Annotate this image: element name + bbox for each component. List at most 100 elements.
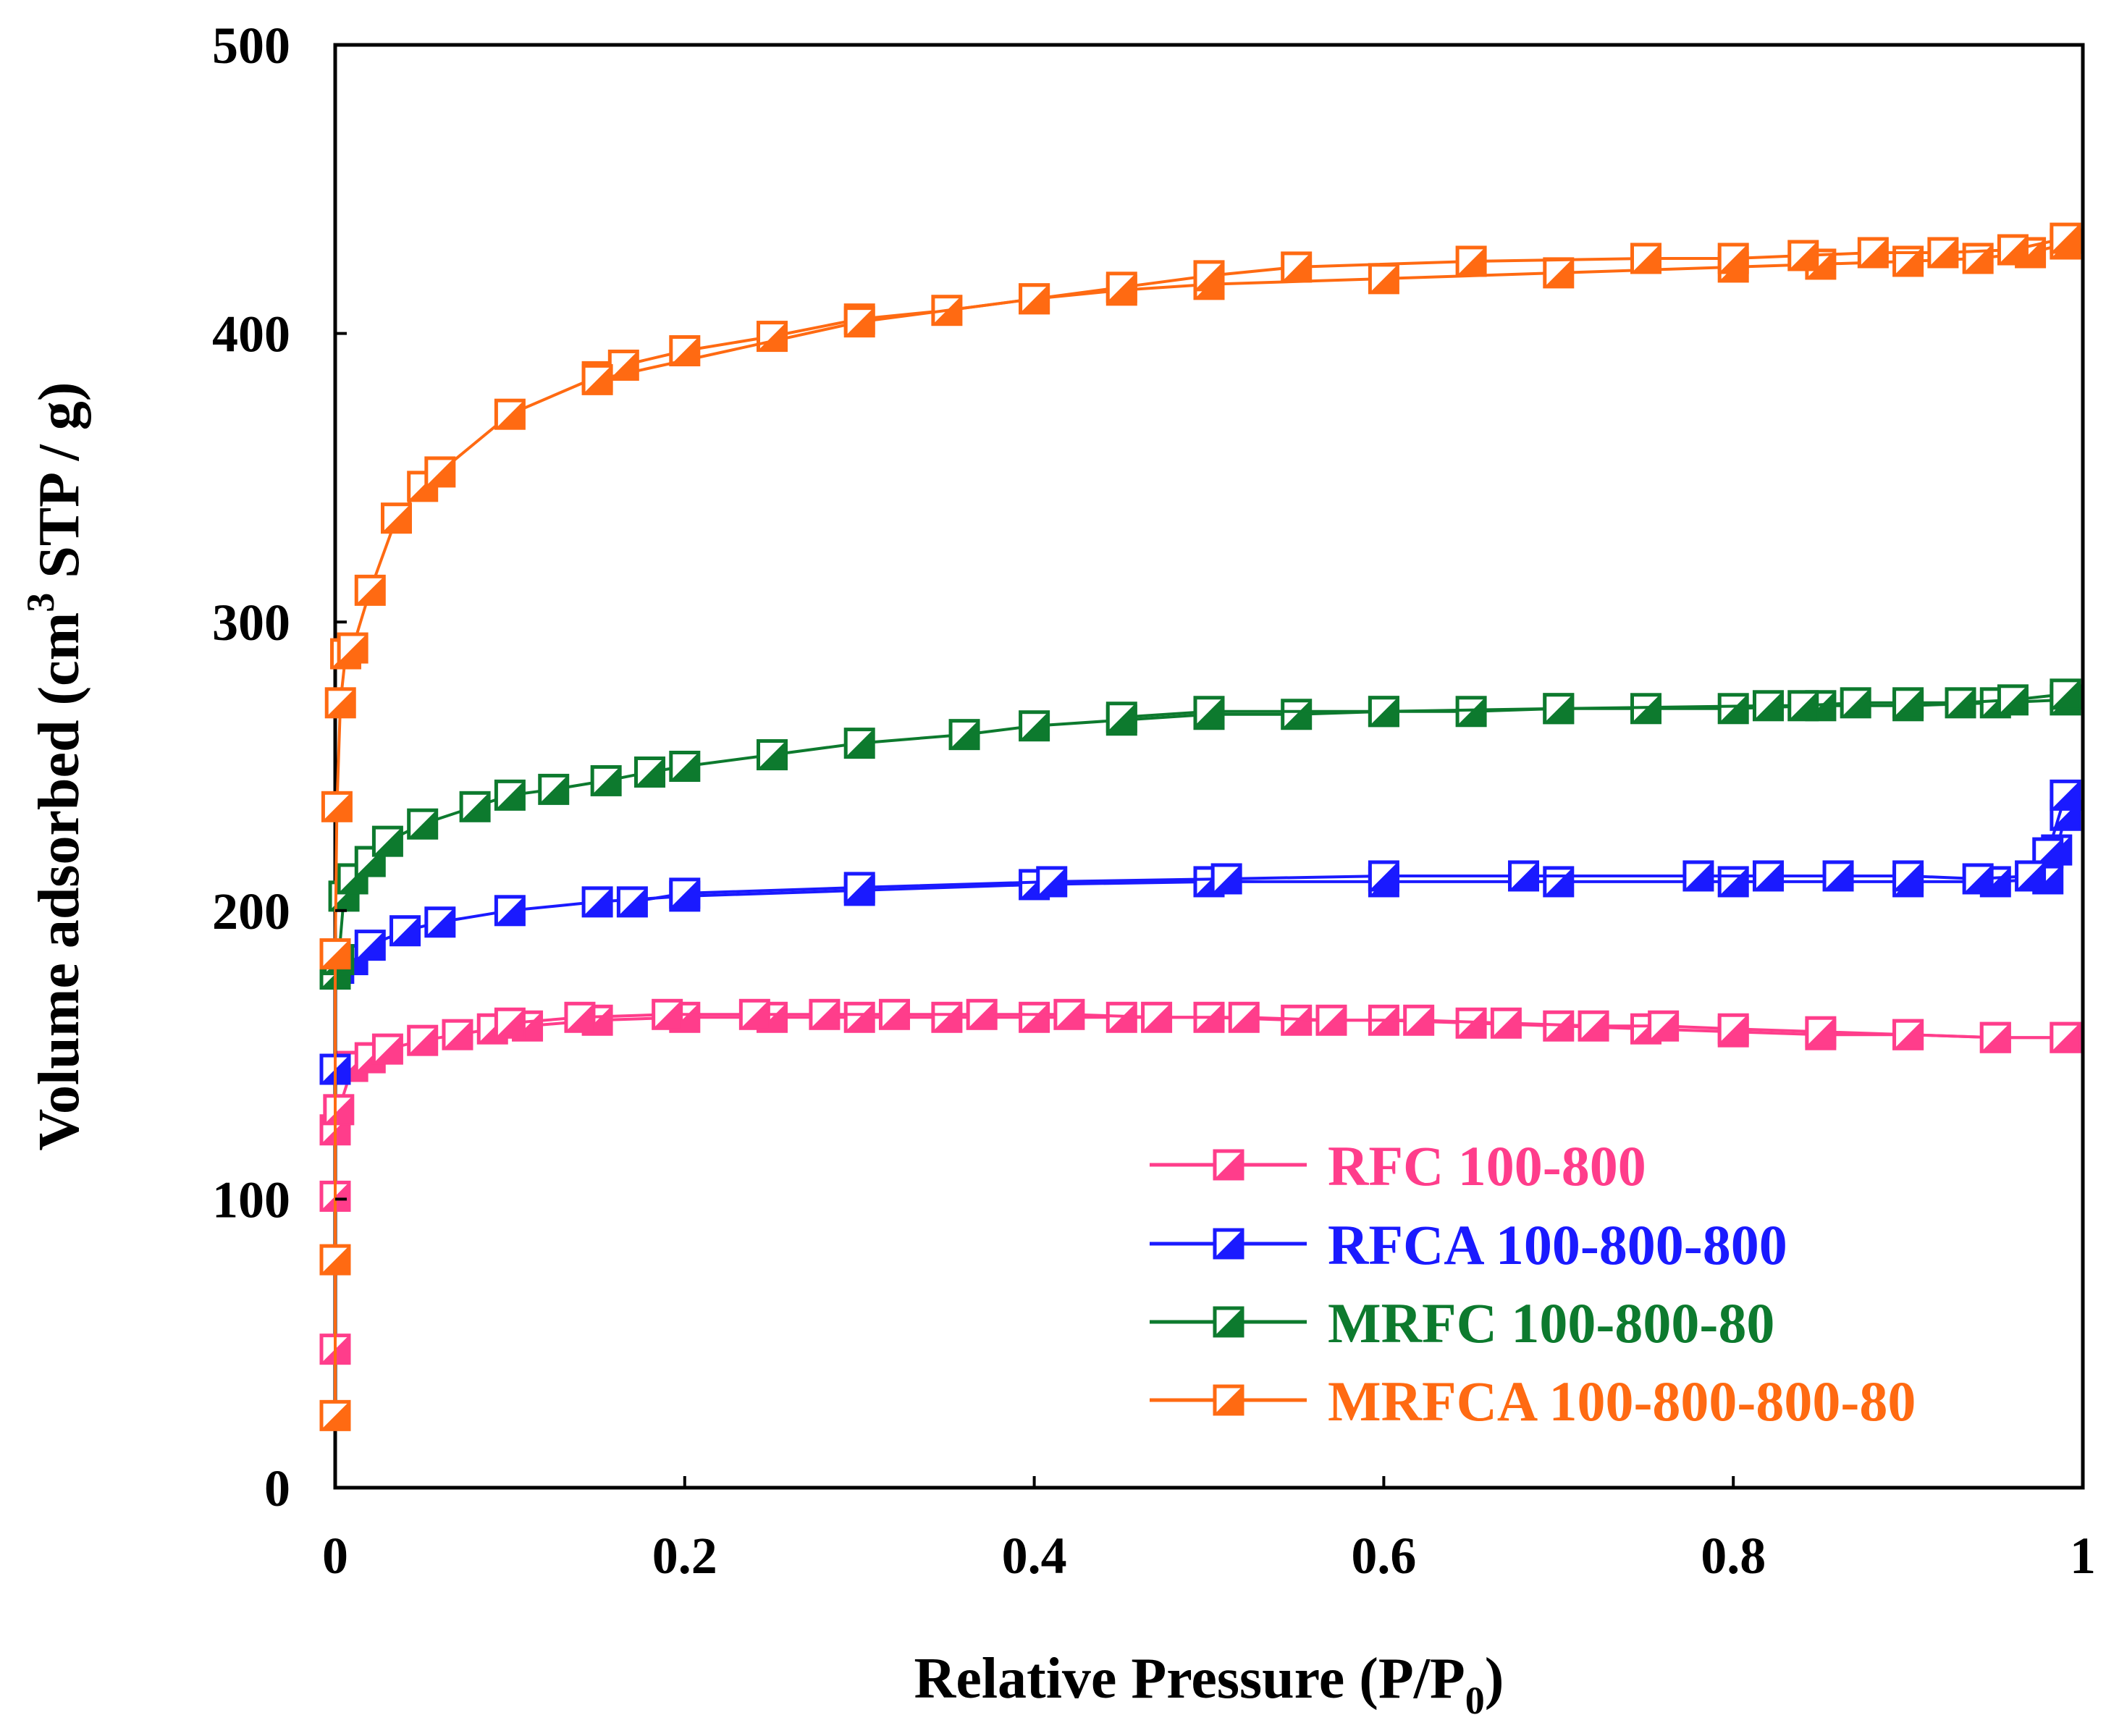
data-point — [669, 751, 701, 782]
data-point — [1787, 240, 1819, 271]
data-point — [319, 1399, 351, 1431]
legend-item-2: RFCA 100-800-800 — [1150, 1213, 1787, 1276]
data-point — [2050, 779, 2081, 811]
legend-marker — [1213, 1149, 1244, 1181]
x-axis-title: Relative Pressure (P/P0) — [914, 1647, 1504, 1722]
data-point — [757, 321, 788, 353]
y-tick-label: 300 — [212, 594, 290, 652]
data-point — [757, 739, 788, 771]
data-point — [1193, 696, 1225, 728]
data-point — [1892, 1019, 1924, 1050]
y-tick-label: 400 — [212, 306, 290, 363]
series-3-adsorption-line — [334, 698, 2065, 974]
data-point — [2050, 1021, 2081, 1053]
data-point — [337, 632, 368, 664]
data-point — [2015, 860, 2047, 892]
x-tick-label: 1 — [2070, 1527, 2096, 1585]
data-point — [1945, 687, 1976, 719]
data-point — [407, 808, 439, 840]
y-axis-title: Volume adsorbed (cm3 STP / g) — [19, 382, 91, 1151]
data-point — [407, 1024, 439, 1056]
y-tick-label: 500 — [212, 17, 290, 75]
data-point — [1752, 860, 1784, 892]
data-point — [1717, 1013, 1749, 1045]
legend-label: RFCA 100-800-800 — [1328, 1213, 1787, 1276]
series-1-adsorption-line — [334, 1016, 2065, 1349]
data-point — [1822, 860, 1854, 892]
plot-area — [333, 43, 2085, 1490]
data-point — [809, 998, 841, 1030]
data-point — [1508, 860, 1540, 892]
data-point — [1997, 234, 2029, 266]
data-point — [442, 1019, 473, 1050]
legend: RFC 100-800 RFCA 100-800-800 MRFC 100-800-… — [1150, 1134, 1916, 1433]
data-point — [1368, 696, 1399, 728]
data-point — [738, 998, 770, 1030]
data-point — [1490, 1007, 1522, 1039]
data-point — [1543, 257, 1575, 289]
data-point — [1962, 863, 1994, 895]
data-point — [1648, 1010, 1680, 1042]
data-point — [1281, 251, 1313, 283]
data-point — [371, 825, 403, 857]
data-point — [843, 728, 875, 759]
data-point — [1717, 866, 1749, 898]
data-point — [1717, 693, 1749, 725]
data-point — [319, 1244, 351, 1276]
data-point — [1105, 271, 1137, 303]
axes-layer: 0 0.2 0.4 0.6 0.8 1 0 100 200 300 400 500 Relative P… — [19, 17, 2096, 1722]
data-point — [1455, 245, 1487, 277]
data-point — [581, 363, 613, 395]
data-point — [1019, 710, 1050, 742]
x-tick-label: 0.4 — [1002, 1527, 1067, 1585]
data-point — [1193, 260, 1225, 292]
data-point — [1019, 283, 1050, 315]
data-point — [1805, 1016, 1837, 1048]
series-4-desorption-line — [597, 237, 2066, 382]
data-point — [1053, 998, 1085, 1030]
y-tick-label: 200 — [212, 882, 290, 940]
data-point — [1787, 690, 1819, 722]
series-2 — [319, 779, 2081, 1085]
data-point — [321, 791, 353, 822]
data-point — [1019, 1001, 1050, 1033]
series-layer — [319, 222, 2081, 1431]
data-point — [1752, 690, 1784, 722]
data-point — [323, 1094, 355, 1126]
data-point — [652, 998, 683, 1030]
legend-label: RFC 100-800 — [1328, 1134, 1646, 1197]
data-point — [931, 1001, 963, 1033]
data-point — [1927, 237, 1959, 269]
data-point — [1105, 701, 1137, 733]
data-point — [389, 915, 421, 947]
data-point — [948, 719, 980, 751]
data-point — [1717, 243, 1749, 274]
data-point — [1682, 860, 1714, 892]
data-point — [1892, 687, 1924, 719]
data-point — [354, 930, 386, 961]
data-point — [1368, 263, 1399, 295]
data-point — [1543, 693, 1575, 725]
data-point — [2050, 678, 2081, 710]
data-point — [1281, 699, 1313, 730]
legend-marker — [1213, 1384, 1244, 1416]
x-tick-label: 0.8 — [1701, 1527, 1766, 1585]
y-tick-label: 0 — [264, 1459, 290, 1517]
data-point — [1105, 1001, 1137, 1033]
data-point — [494, 398, 526, 430]
data-point — [494, 1007, 526, 1039]
x-tick-label: 0.2 — [652, 1527, 717, 1585]
data-point — [843, 306, 875, 338]
legend-item-1: RFC 100-800 — [1150, 1134, 1646, 1197]
series-1 — [319, 998, 2081, 1365]
data-point — [564, 1001, 596, 1033]
data-point — [380, 502, 412, 534]
data-point — [1857, 237, 1889, 269]
data-point — [319, 938, 351, 970]
data-point — [1578, 1010, 1609, 1042]
data-point — [1962, 243, 1994, 274]
data-point — [843, 1001, 875, 1033]
data-point — [424, 456, 456, 488]
data-point — [459, 791, 491, 822]
